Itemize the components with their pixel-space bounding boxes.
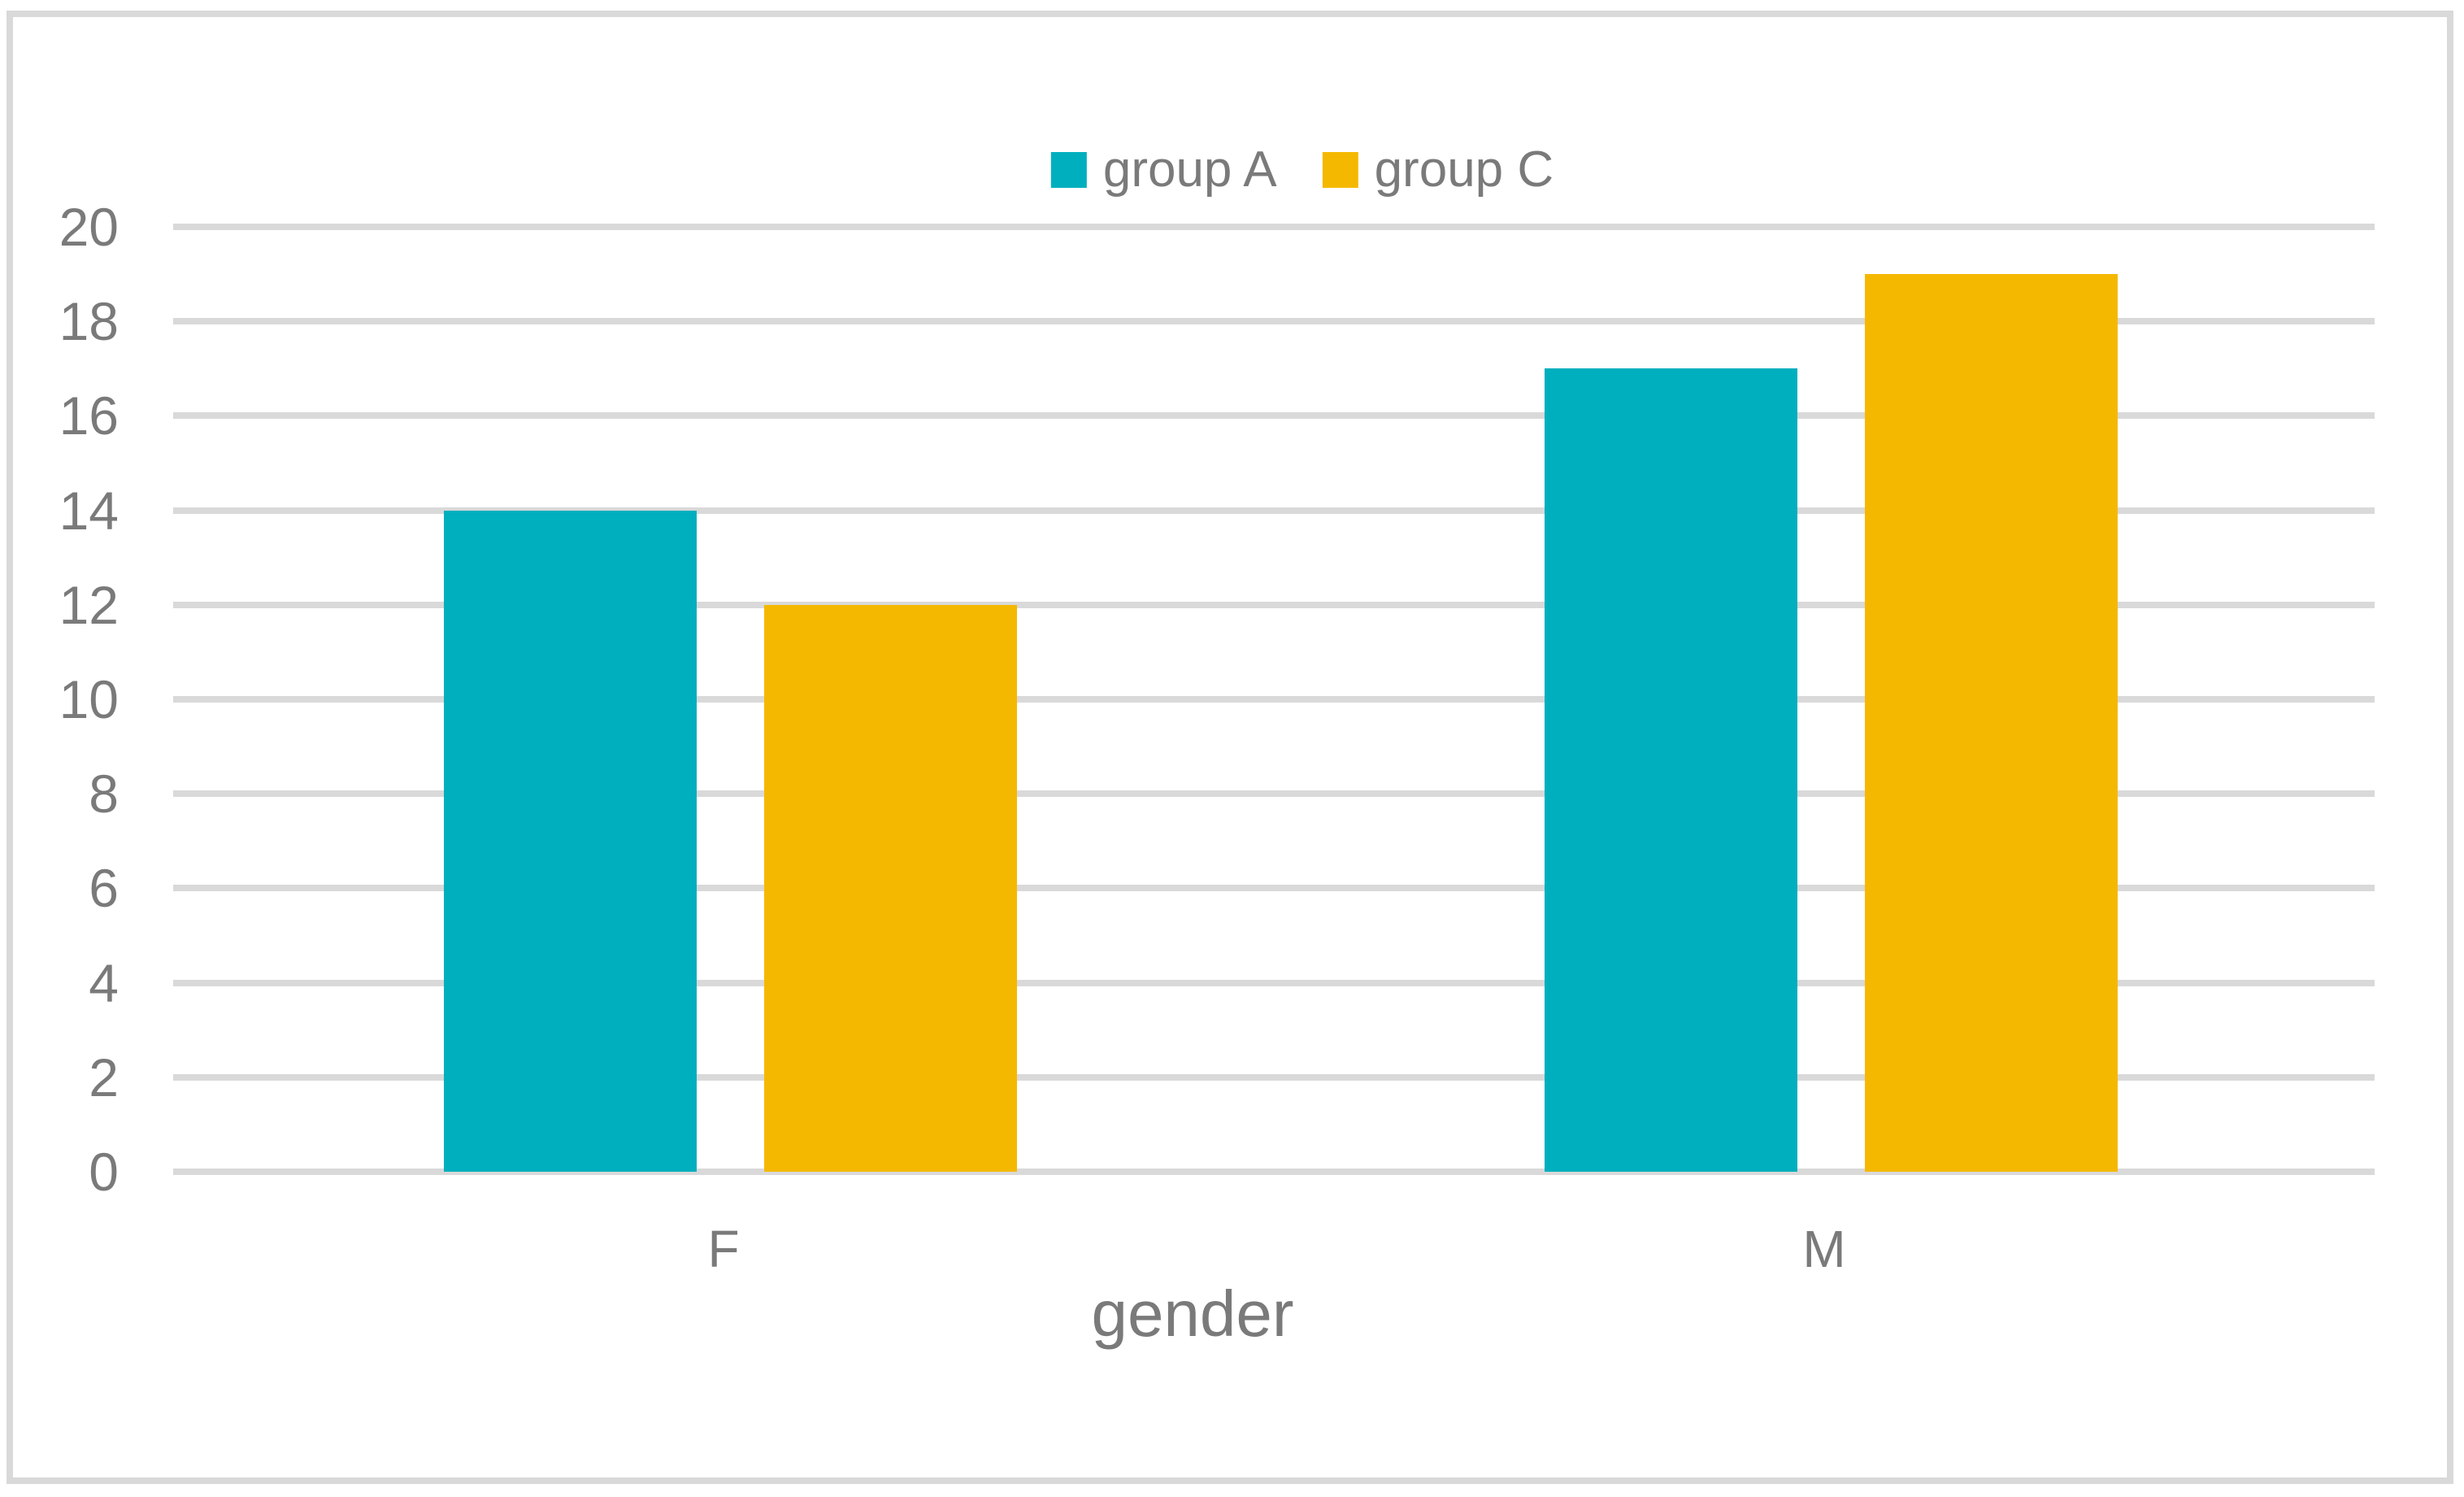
gridline-y-20 xyxy=(173,224,2375,230)
legend-label: group A xyxy=(1102,141,1277,198)
y-tick-label: 16 xyxy=(59,385,119,446)
gridline-y-16 xyxy=(173,412,2375,420)
y-tick-label: 12 xyxy=(59,574,119,635)
bar-group-A-F xyxy=(444,510,697,1172)
gridline-y-6 xyxy=(173,885,2375,892)
gridline-y-0 xyxy=(173,1168,2375,1175)
y-tick-label: 10 xyxy=(59,669,119,729)
legend-item-group-A: group A xyxy=(1050,141,1277,198)
y-tick-label: 6 xyxy=(89,858,119,919)
gridline-y-14 xyxy=(173,507,2375,514)
y-tick-label: 18 xyxy=(59,291,119,352)
gridline-y-8 xyxy=(173,790,2375,798)
x-category-label-F: F xyxy=(707,1220,740,1278)
y-tick-label: 0 xyxy=(89,1142,119,1202)
y-tick-label: 2 xyxy=(89,1047,119,1108)
gridline-y-10 xyxy=(173,696,2375,703)
legend-item-group-C: group C xyxy=(1322,141,1554,198)
legend-label: group C xyxy=(1374,141,1554,198)
bar-group-C-M xyxy=(1865,274,2118,1172)
legend-swatch-icon xyxy=(1322,152,1358,188)
gridline-y-2 xyxy=(173,1073,2375,1081)
legend-swatch-icon xyxy=(1050,152,1087,188)
legend: group A group C xyxy=(1050,141,1554,198)
bar-group-C-F xyxy=(764,604,1017,1172)
gridline-y-18 xyxy=(173,318,2375,325)
plot-area xyxy=(173,224,2375,1175)
y-tick-label: 8 xyxy=(89,764,119,825)
y-tick-label: 4 xyxy=(89,952,119,1013)
gridline-y-4 xyxy=(173,979,2375,986)
y-tick-label: 20 xyxy=(59,197,119,257)
x-axis-title: gender xyxy=(1091,1277,1294,1350)
y-tick-label: 14 xyxy=(59,480,119,541)
x-category-label-M: M xyxy=(1802,1220,1846,1278)
bar-group-A-M xyxy=(1545,368,1797,1172)
gridline-y-12 xyxy=(173,601,2375,608)
